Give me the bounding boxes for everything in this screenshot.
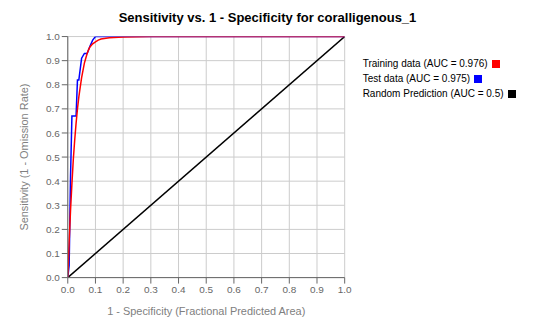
svg-text:0.2: 0.2 [46,224,60,235]
svg-text:0.6: 0.6 [227,284,241,295]
svg-text:0.9: 0.9 [310,284,324,295]
svg-text:0.6: 0.6 [46,128,60,139]
svg-text:0.1: 0.1 [46,248,60,259]
svg-text:0.5: 0.5 [46,152,60,163]
svg-text:0.7: 0.7 [255,284,269,295]
svg-text:1 - Specificity (Fractional Pr: 1 - Specificity (Fractional Predicted Ar… [107,305,305,317]
svg-text:0.0: 0.0 [61,284,75,295]
svg-text:Sensitivity (1 - Omission Rate: Sensitivity (1 - Omission Rate) [18,84,30,231]
svg-text:0.1: 0.1 [89,284,103,295]
html-text:Test data (AUC = 0.975): Test data (AUC = 0.975) [362,73,471,84]
svg-text:1.0: 1.0 [338,284,352,295]
svg-text:0.5: 0.5 [199,284,213,295]
svg-text:0.7: 0.7 [46,103,60,114]
svg-text:0.4: 0.4 [172,284,186,295]
svg-text:1.0: 1.0 [46,31,60,42]
svg-text:0.8: 0.8 [46,79,60,90]
svg-text:0.2: 0.2 [116,284,130,295]
svg-text:0.0: 0.0 [46,272,60,283]
svg-text:0.9: 0.9 [46,55,60,66]
html-text:Random Prediction (AUC = 0.5): Random Prediction (AUC = 0.5) [362,88,504,99]
html-text:Sensitivity vs. 1 - Specificit: Sensitivity vs. 1 - Specificity for cora… [118,10,417,25]
svg-text:0.3: 0.3 [144,284,158,295]
svg-text:0.8: 0.8 [282,284,296,295]
svg-text:0.3: 0.3 [46,200,60,211]
svg-text:0.4: 0.4 [46,176,60,187]
html-text:Training data (AUC = 0.976): Training data (AUC = 0.976) [362,58,488,69]
